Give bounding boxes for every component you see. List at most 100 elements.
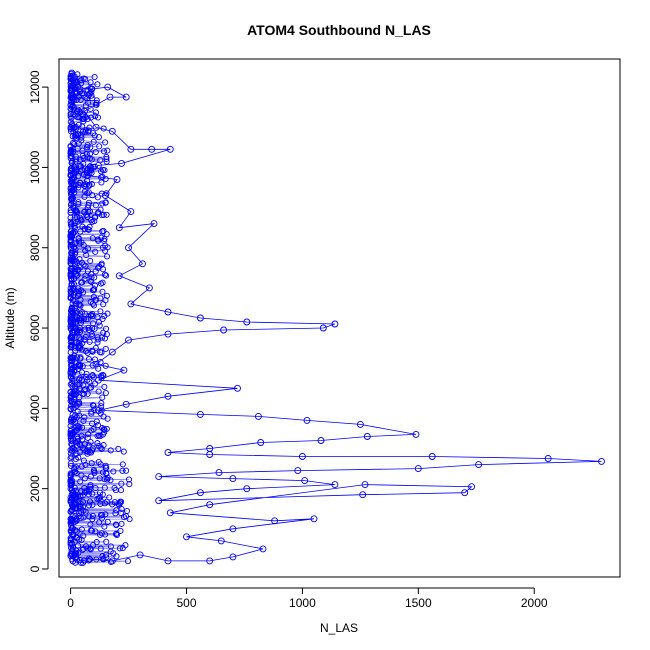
data-point <box>196 314 204 322</box>
data-point <box>598 457 605 465</box>
data-point <box>229 525 237 533</box>
dense-point <box>84 95 91 102</box>
dense-point <box>72 456 79 463</box>
dense-point <box>69 438 76 445</box>
dense-point <box>121 514 128 521</box>
dense-point <box>87 257 94 264</box>
dense-point <box>67 358 74 365</box>
data-point <box>71 553 79 561</box>
dense-point <box>90 402 97 409</box>
dense-point <box>89 420 96 427</box>
data-point <box>166 509 174 517</box>
dense-point <box>87 277 94 285</box>
dense-point <box>85 226 92 233</box>
dense-point <box>95 319 102 326</box>
dense-point <box>80 155 87 162</box>
data-point <box>139 260 146 268</box>
data-point <box>101 192 109 199</box>
data-point <box>108 127 116 135</box>
data-point <box>155 473 163 481</box>
dense-point <box>70 329 77 336</box>
dense-point <box>89 300 96 307</box>
data-point <box>94 161 102 169</box>
dense-point <box>103 551 110 558</box>
dense-point <box>77 168 84 175</box>
dense-point <box>98 168 105 175</box>
dense-point <box>98 349 105 356</box>
dense-point <box>89 501 96 508</box>
dense-point <box>88 92 95 99</box>
dense-point <box>77 478 84 485</box>
data-point <box>150 220 158 228</box>
chart-title: ATOM4 Southbound N_LAS <box>247 22 431 38</box>
dense-point <box>71 97 78 104</box>
data-point <box>81 107 88 115</box>
data-point <box>164 392 172 400</box>
dense-point <box>88 460 95 467</box>
y-tick-label: 0 <box>28 565 42 572</box>
dense-point <box>74 292 81 299</box>
dense-point <box>78 432 85 439</box>
dense-point <box>75 199 82 206</box>
data-point <box>310 515 318 523</box>
dense-point <box>97 531 104 538</box>
dense-point <box>82 247 89 254</box>
data-point <box>125 244 132 252</box>
data-point <box>122 400 130 408</box>
dense-point <box>94 81 101 88</box>
dense-point <box>103 211 110 218</box>
dense-point <box>80 242 87 249</box>
data-point <box>68 69 76 77</box>
dense-point <box>89 218 96 225</box>
dense-point <box>71 519 78 526</box>
dense-point <box>84 225 91 233</box>
dense-point <box>95 388 102 395</box>
dense-point <box>67 450 74 457</box>
data-point <box>229 475 237 483</box>
dense-point <box>67 473 74 480</box>
data-point <box>468 483 476 491</box>
dense-point <box>82 181 89 188</box>
data-point <box>164 330 172 338</box>
dense-point <box>85 182 93 189</box>
data-point <box>83 171 91 179</box>
dense-point <box>80 503 87 510</box>
dense-point <box>75 218 82 225</box>
dense-point <box>73 210 80 217</box>
dense-point <box>85 356 93 363</box>
dense-point <box>67 111 74 118</box>
data-point <box>115 272 123 280</box>
dense-point <box>88 527 95 534</box>
dense-point <box>102 389 109 397</box>
dense-point <box>67 291 74 298</box>
data-point <box>88 85 95 93</box>
data-point <box>94 376 102 384</box>
plot-frame <box>58 58 621 578</box>
x-tick-label: 500 <box>176 596 196 610</box>
dense-point <box>82 373 89 381</box>
dense-point <box>113 507 120 514</box>
dense-point <box>97 500 104 507</box>
dense-point <box>96 322 103 329</box>
dense-point <box>103 231 110 238</box>
dense-point <box>69 296 76 304</box>
dense-point <box>92 109 99 116</box>
data-point <box>243 485 251 493</box>
dense-point <box>119 467 126 474</box>
dense-point <box>104 518 111 525</box>
dense-point <box>68 447 75 454</box>
dense-point <box>67 446 74 454</box>
dense-point <box>98 530 105 537</box>
dense-point <box>107 558 115 566</box>
dense-point <box>89 516 96 523</box>
dense-point <box>100 425 107 433</box>
dense-point <box>88 217 95 224</box>
dense-point <box>86 338 93 345</box>
dense-point <box>104 415 111 422</box>
dense-point <box>113 522 120 529</box>
dense-point <box>75 184 82 191</box>
dense-point <box>89 332 96 340</box>
data-point <box>356 420 364 428</box>
dense-point <box>86 378 93 385</box>
dense-point <box>96 519 103 526</box>
